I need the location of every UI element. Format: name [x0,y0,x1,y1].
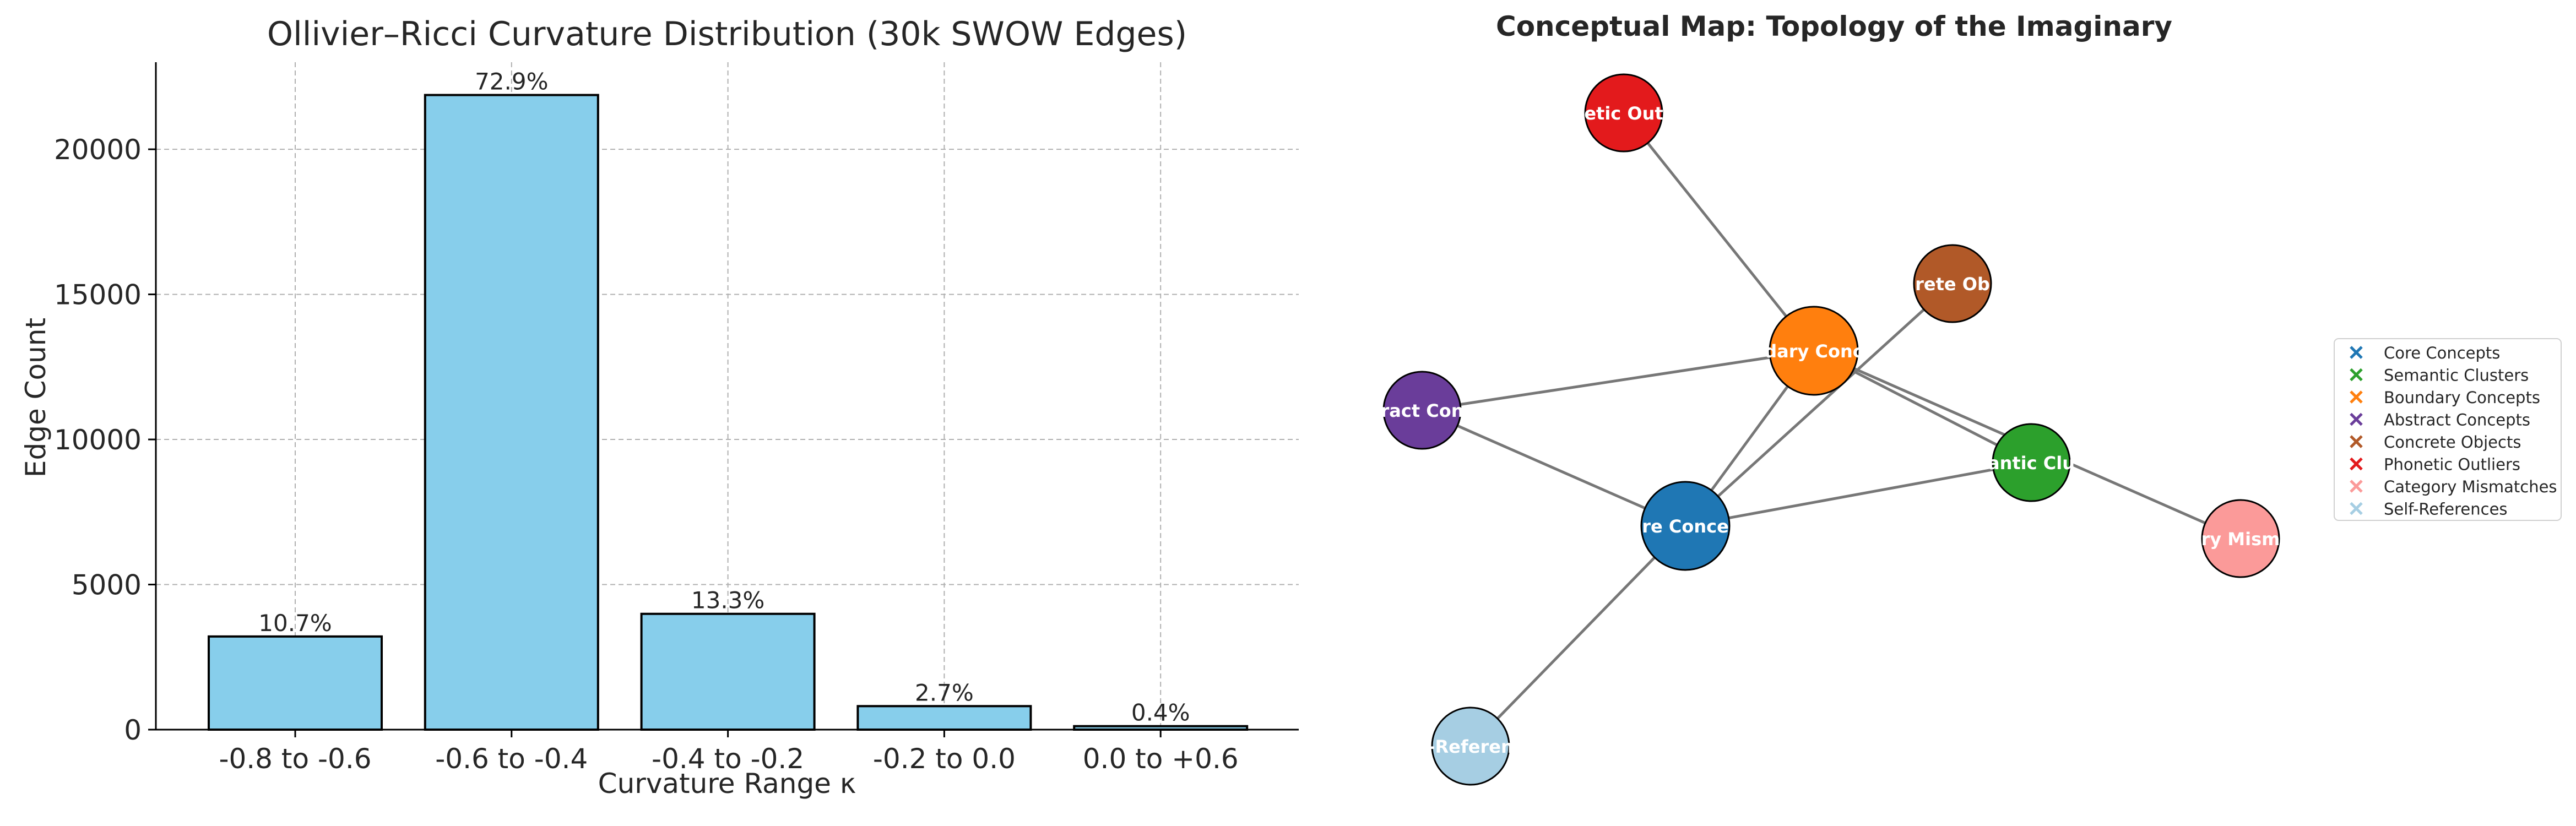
node-semantic: antic Clu [1988,423,2075,502]
legend-marker [2350,412,2363,426]
x-tick-label: -0.8 to -0.6 [219,743,371,775]
bar-data-label: 2.7% [915,679,974,706]
network-edge [1421,409,1686,528]
node-label: antic Clu [1988,453,2075,474]
legend-item: Abstract Concepts [2350,411,2530,430]
node-phonetic: etic Out [1584,73,1663,153]
node-circle [2201,499,2280,578]
node-label: rete Ob [1915,274,1990,295]
node-label: re Conce [1642,516,1729,537]
legend-label: Semantic Clusters [2384,366,2529,385]
node-label: ract Con [1380,400,1463,421]
bar-tick-labels: 0 5000 10000 15000 20000 -0.8 to -0.6 -0.6 to … [54,134,1239,775]
node-core: re Conce [1640,481,1731,571]
node-circle [1992,423,2071,502]
network-chart: Conceptual Map: Topology of the Imaginar… [1380,10,2562,786]
x-tick-label: -0.4 to -0.2 [652,743,804,775]
node-label: ry Mism [2201,529,2280,550]
node-mismatch: ry Mism [2201,499,2280,578]
legend-item: Phonetic Outliers [2350,455,2520,474]
node-abstract: ract Con [1380,371,1464,450]
legend-marker [2350,435,2363,448]
bar-data-labels: 10.7% 72.9% 13.3% 2.7% 0.4% [258,68,1190,726]
node-self: -Referen [1428,707,1514,786]
legend-item: Core Concepts [2350,344,2500,362]
legend-label: Self-References [2384,500,2508,519]
y-tick-label: 15000 [54,279,142,311]
x-tick-label: 0.0 to +0.6 [1083,743,1239,775]
bar-data-label: 0.4% [1131,699,1190,726]
network-legend: Core Concepts Semantic Clusters Boundary C… [2334,338,2562,521]
legend-box [2334,338,2562,521]
legend-item: Self-References [2350,500,2508,519]
legend-label: Boundary Concepts [2384,388,2540,407]
legend-marker [2350,390,2363,404]
bar [208,635,383,731]
x-tick-label: -0.2 to 0.0 [873,743,1016,775]
node-circle [1382,371,1462,450]
node-concrete: rete Ob [1913,244,1992,323]
legend-label: Category Mismatches [2384,477,2557,496]
network-nodes: re Conce antic Clu dary Conc ract Con rete O… [1380,73,2280,786]
legend-label: Core Concepts [2384,344,2500,362]
node-circle [1584,73,1663,153]
bar-data-label: 13.3% [691,587,764,614]
legend-marker [2350,346,2363,359]
bar-x-axis-label: Curvature Range κ [598,768,856,800]
x-tick-label: -0.6 to -0.4 [435,743,588,775]
y-tick-label: 5000 [72,569,142,601]
node-label: dary Conc [1764,341,1863,362]
bar-bars [208,94,1249,731]
node-label: etic Out [1584,103,1663,124]
node-circle [1640,481,1731,571]
network-edge [1422,349,1814,412]
node-boundary: dary Conc [1764,306,1863,396]
bar [640,612,816,731]
legend-marker [2350,368,2363,382]
network-chart-title: Conceptual Map: Topology of the Imaginar… [1496,10,2172,42]
legend-item: Boundary Concepts [2350,388,2540,407]
legend-marker [2350,502,2363,515]
node-label: -Referen [1428,736,1514,757]
node-circle [1769,306,1859,396]
bar-y-axis-label: Edge Count [20,318,52,477]
bar-data-label: 72.9% [475,68,548,95]
y-tick-label: 20000 [54,134,142,166]
legend-item: Category Mismatches [2350,477,2557,496]
network-edge [1469,525,1686,747]
bar-chart-title: Ollivier–Ricci Curvature Distribution (3… [267,15,1187,53]
node-circle [1913,244,1992,323]
bar-data-label: 10.7% [258,610,332,637]
legend-label: Concrete Objects [2384,433,2521,452]
legend-item: Concrete Objects [2350,433,2521,452]
legend-item: Semantic Clusters [2350,366,2529,385]
network-edge [1684,282,1954,527]
node-circle [1431,707,1510,786]
legend-label: Phonetic Outliers [2384,455,2520,474]
network-edge [1623,112,1815,352]
y-tick-label: 10000 [54,424,142,456]
legend-marker [2350,480,2363,493]
network-edge [1685,461,2032,528]
bar [856,705,1032,731]
legend-label: Abstract Concepts [2384,411,2530,430]
y-tick-label: 0 [124,714,142,746]
bar [424,94,599,731]
legend-marker [2350,457,2363,471]
